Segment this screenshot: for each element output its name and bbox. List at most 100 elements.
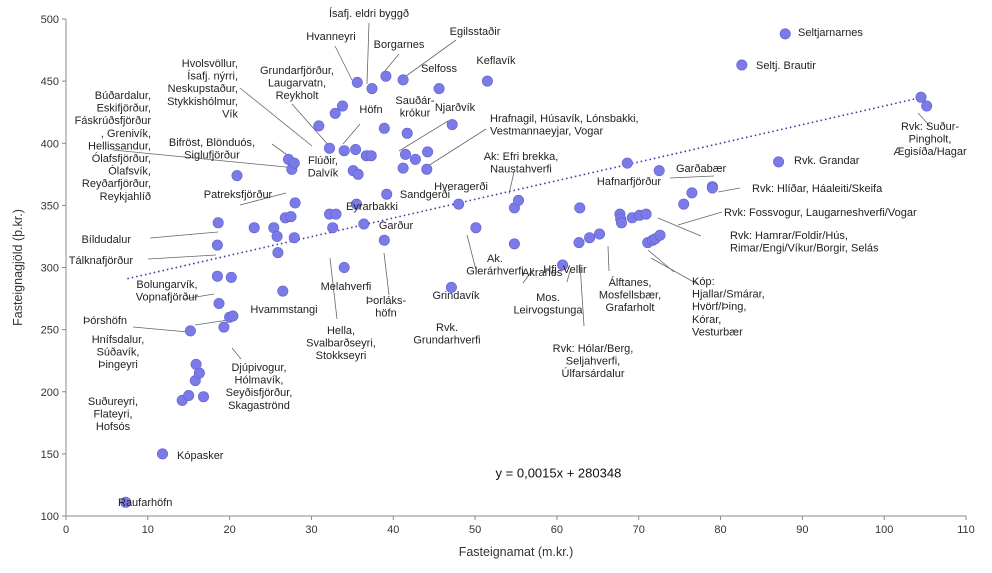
point-label-line: Eskifjörður,	[97, 103, 151, 115]
point-label-line: Mos.	[536, 292, 560, 304]
leader-line	[112, 149, 297, 169]
y-tick-label: 400	[41, 138, 59, 150]
point-label-line: Hella,	[327, 325, 355, 337]
scatter-point	[422, 146, 434, 158]
point-label: Þórshöfn	[83, 315, 127, 327]
point-label: Sauðár-krókur	[395, 95, 434, 120]
point-label: Hfj. Vellir	[543, 264, 587, 276]
y-tick-label: 350	[41, 200, 59, 212]
point-label: Grundarfjörður, Laugarvatn, Reykholt	[260, 65, 334, 102]
leader-line	[398, 120, 449, 152]
point-label-line: Patreksfjörður	[204, 189, 273, 201]
data-points	[120, 28, 933, 508]
scatter-point	[736, 59, 748, 71]
scatter-point	[330, 208, 342, 220]
point-label: Kóp: Hjallar/Smárar, Hvörf/Þing, Kórar, Vest…	[692, 276, 765, 338]
point-label-line: Hvörf/Þing,	[692, 301, 746, 313]
leader-line	[566, 270, 571, 283]
point-label: Ísafj. eldri byggð	[329, 7, 409, 20]
point-label-line: Úlfarsárdalur	[562, 367, 625, 380]
leader-line	[334, 45, 353, 81]
scatter-point	[512, 194, 524, 206]
point-label: Hvanneyri	[306, 31, 356, 43]
scatter-point	[573, 237, 585, 249]
point-label-line: Borgarnes	[374, 39, 425, 51]
scatter-point	[654, 229, 666, 241]
leader-line	[132, 326, 189, 333]
scatter-point	[397, 74, 409, 86]
point-label-line: Rvk. Grandar	[794, 155, 860, 167]
scatter-point	[231, 170, 243, 182]
point-label-line: Grindavík	[432, 290, 480, 302]
scatter-point	[338, 261, 350, 273]
y-tick-label: 200	[41, 387, 59, 399]
point-label-line: Melahverfi	[321, 281, 372, 293]
scatter-point	[120, 496, 132, 508]
scatter-point	[225, 271, 237, 283]
leader-line	[427, 128, 487, 167]
point-label-line: , Grenivík,	[101, 128, 151, 140]
scatter-point	[399, 148, 411, 160]
point-label-line: Þingeyri	[98, 359, 138, 371]
x-tick-label: 0	[63, 524, 69, 536]
point-label-line: Hólmavík,	[235, 375, 284, 387]
leader-line	[650, 257, 700, 286]
point-label-line: Egilsstaðir	[450, 26, 501, 38]
point-label-line: Raufarhöfn	[118, 497, 172, 509]
point-label-line: Kórar,	[692, 314, 721, 326]
point-label: Tálknafjörður	[69, 255, 134, 267]
point-label-line: Hrafnagil, Húsavík, Lónsbakki,	[490, 113, 639, 125]
point-label: Egilsstaðir	[450, 26, 501, 38]
point-label-line: Reykholt	[276, 90, 319, 102]
scatter-point	[351, 76, 363, 88]
point-label-line: Garður	[379, 220, 414, 232]
scatter-point	[640, 208, 652, 220]
scatter-point	[378, 122, 390, 134]
scatter-point	[421, 163, 433, 175]
point-label-line: Hvammstangi	[250, 304, 317, 316]
scatter-point	[706, 182, 718, 194]
x-tick-label: 60	[551, 524, 563, 536]
point-label: Mos. Leirvogstunga	[513, 292, 583, 317]
scatter-point	[378, 234, 390, 246]
scatter-point	[366, 83, 378, 95]
point-label: Eyrarbakki	[346, 201, 398, 213]
leader-line	[383, 53, 400, 73]
scatter-point	[193, 367, 205, 379]
point-label-line: Þórshöfn	[83, 315, 127, 327]
scatter-point	[183, 389, 195, 401]
point-label-line: Glerárhverfi	[466, 266, 523, 278]
point-label: Suðureyri, Flateyri, Hofsós	[88, 396, 138, 433]
scatter-point	[915, 91, 927, 103]
point-label-line: Hvolsvöllur,	[182, 58, 238, 70]
point-label: Selfoss	[421, 63, 458, 75]
leader-line	[508, 171, 515, 195]
y-tick-label: 500	[41, 14, 59, 26]
point-label-line: Flúðir,	[308, 155, 338, 167]
point-label-line: Stykkishólmur,	[167, 96, 238, 108]
point-label-line: Ólafsfjörður,	[92, 152, 151, 165]
scatter-point	[352, 168, 364, 180]
x-tick-label: 50	[469, 524, 481, 536]
point-label-line: Búðardalur,	[95, 90, 151, 102]
point-label: Seltj. Brautir	[756, 60, 816, 72]
point-label-line: Suðureyri,	[88, 396, 138, 408]
point-label: Þorláks-höfn	[366, 295, 407, 320]
point-label-line: Kóp:	[692, 276, 715, 288]
point-label-line: Hveragerði	[434, 181, 488, 193]
scatter-point	[401, 127, 413, 139]
scatter-point	[615, 217, 627, 229]
y-tick-label: 150	[41, 449, 59, 461]
scatter-point	[272, 247, 284, 259]
point-label-line: Ak: Efri brekka,	[484, 151, 559, 163]
scatter-point	[470, 222, 482, 234]
leader-line	[239, 192, 287, 206]
point-label-line: Rvk: Hlíðar, Háaleiti/Skeifa	[752, 183, 883, 195]
scatter-point	[409, 153, 421, 165]
y-tick-label: 300	[41, 263, 59, 275]
scatter-point	[289, 197, 301, 209]
point-label-line: Akranes	[522, 267, 563, 279]
scatter-point	[397, 162, 409, 174]
x-tick-label: 30	[305, 524, 317, 536]
x-tick-label: 90	[796, 524, 808, 536]
